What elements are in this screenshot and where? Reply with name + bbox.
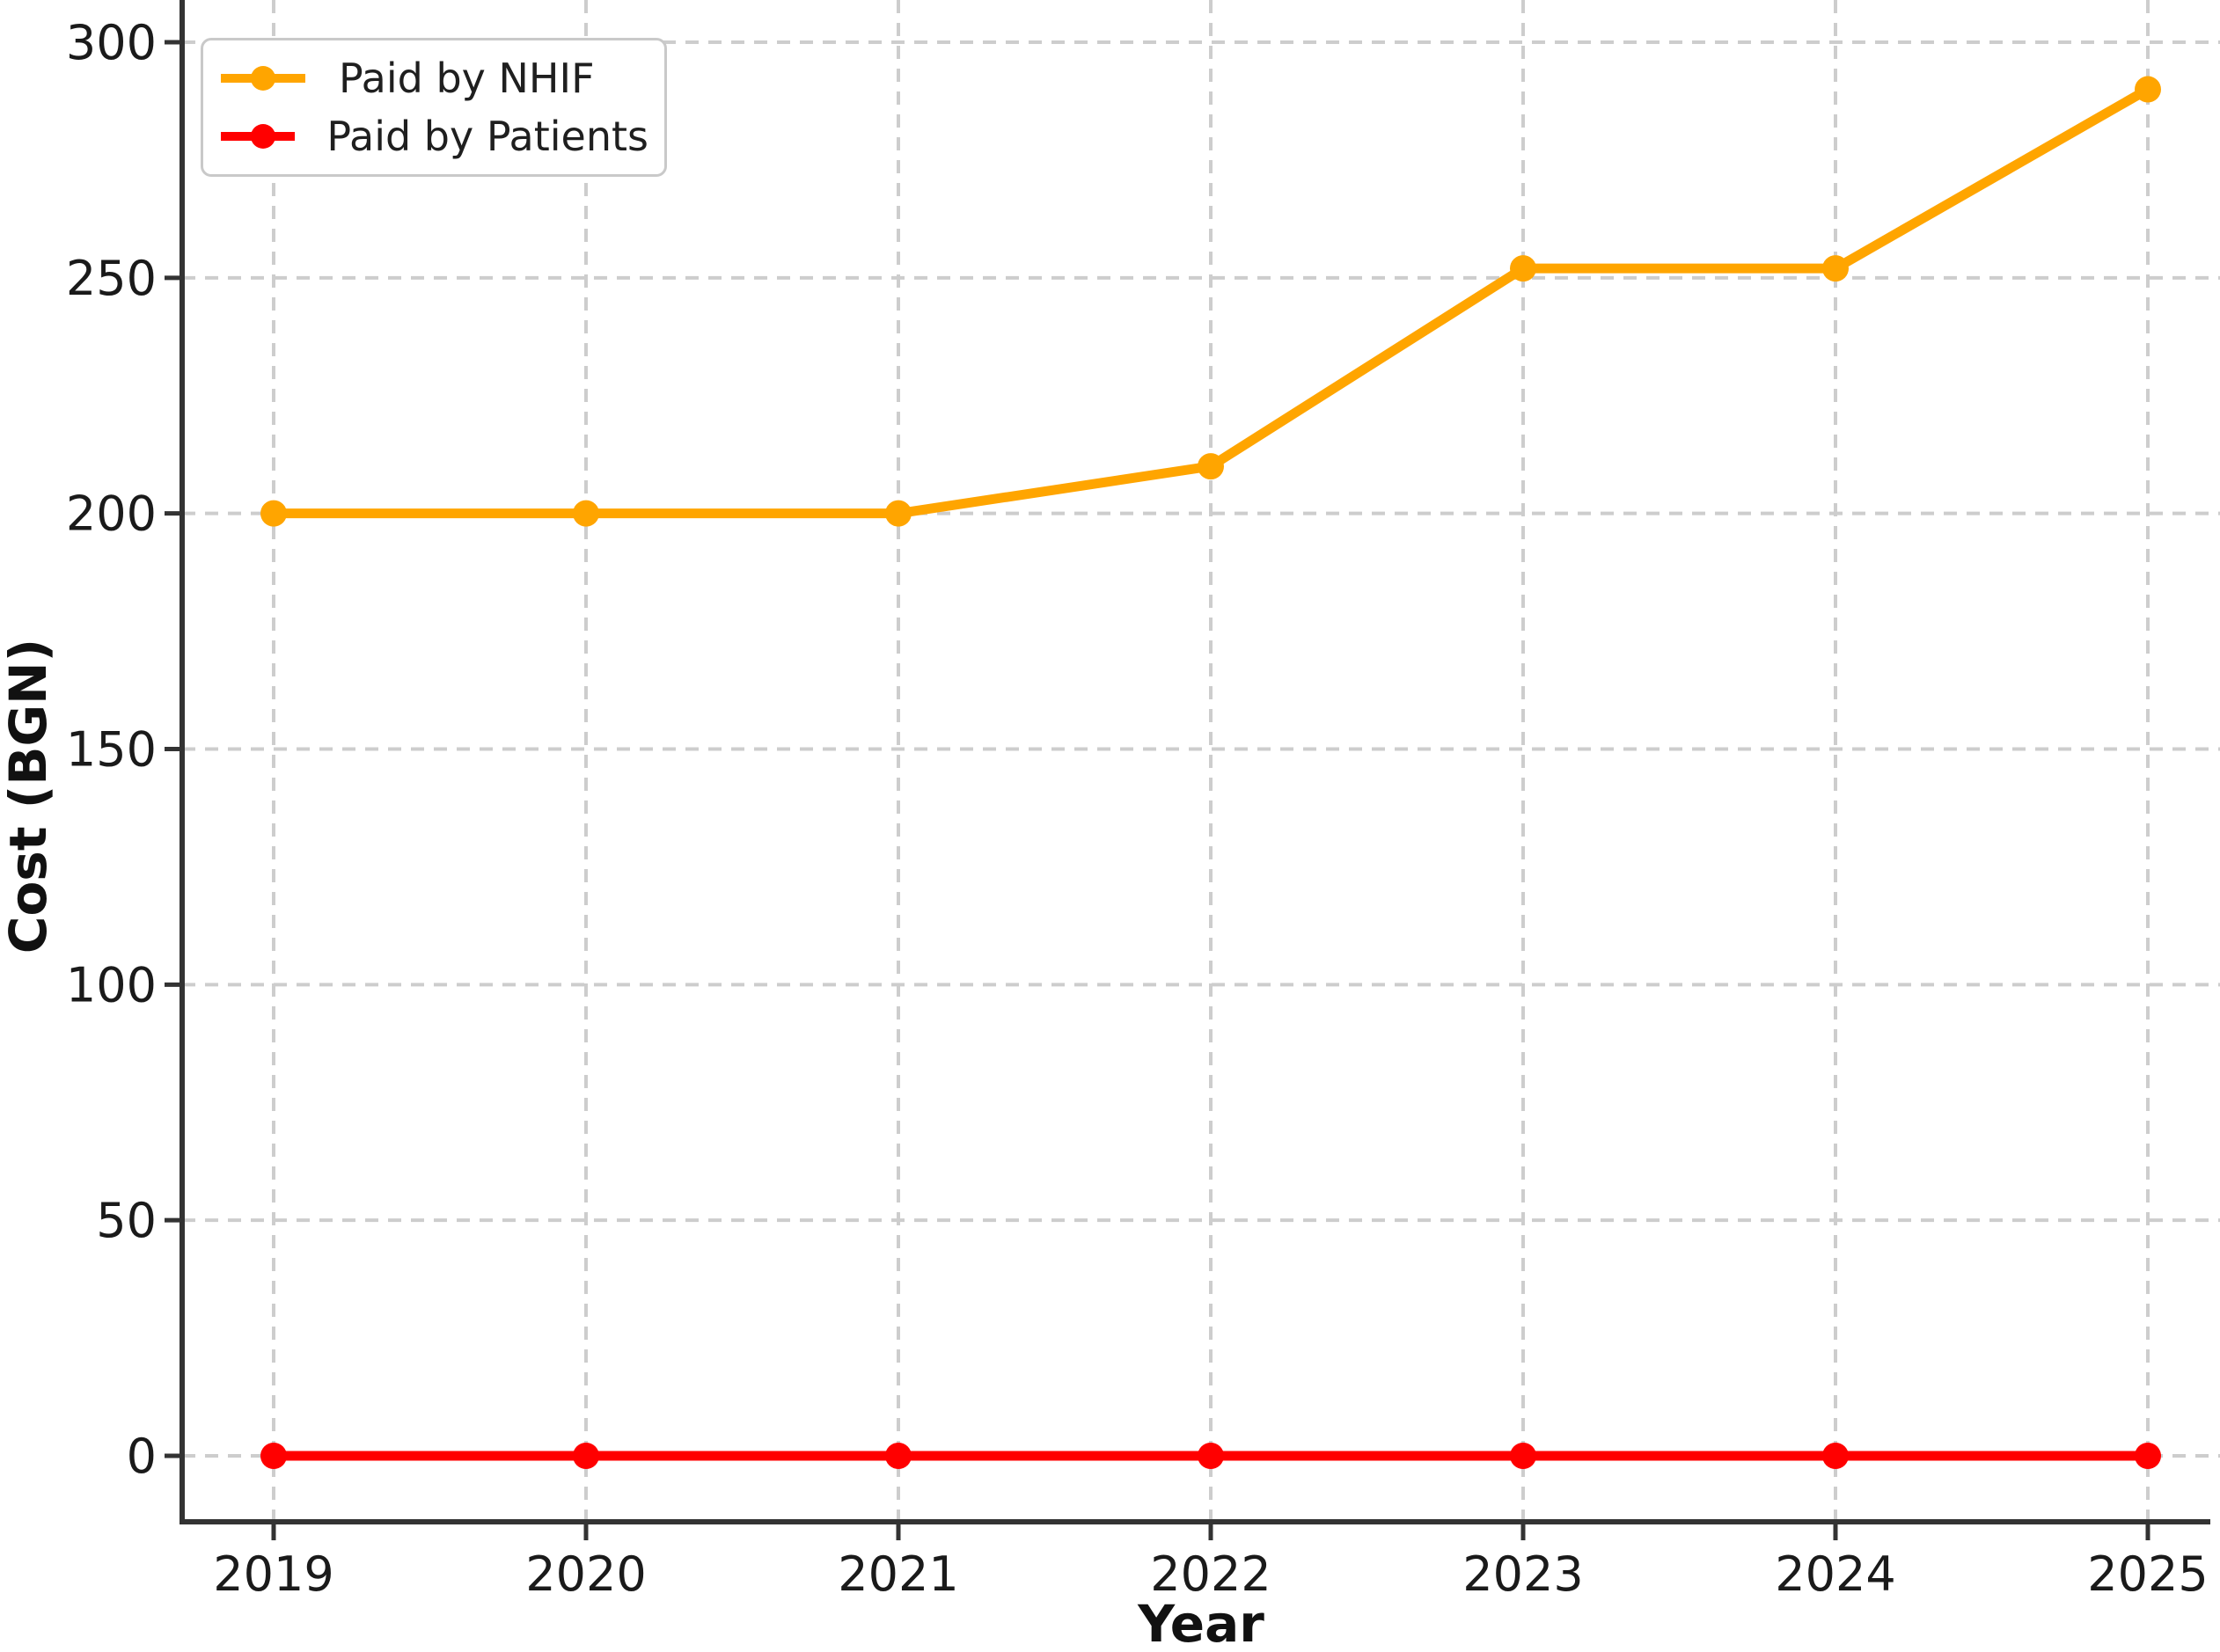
legend-line-sample-nhif bbox=[221, 66, 305, 91]
series-1-marker-2019 bbox=[260, 1443, 287, 1469]
legend-label-patients: Paid by Patients bbox=[326, 113, 648, 160]
y-axis-label: Cost (BGN) bbox=[0, 638, 58, 954]
y-tick-label-250: 250 bbox=[66, 251, 157, 306]
x-tick-label-2024: 2024 bbox=[1775, 1546, 1895, 1602]
series-0-marker-2022 bbox=[1198, 453, 1224, 480]
series-1-marker-2021 bbox=[885, 1443, 912, 1469]
legend: Paid by NHIF Paid by Patients bbox=[201, 38, 667, 177]
legend-item-nhif: Paid by NHIF bbox=[219, 55, 648, 102]
series-0-marker-2019 bbox=[260, 500, 287, 527]
legend-line-sample-patients bbox=[221, 124, 296, 149]
legend-marker-patients bbox=[251, 124, 275, 149]
x-axis-label: Year bbox=[1138, 1594, 1264, 1652]
series-1-marker-2024 bbox=[1822, 1443, 1849, 1469]
x-tick-label-2019: 2019 bbox=[213, 1546, 333, 1602]
series-0-marker-2021 bbox=[885, 500, 912, 527]
x-tick-label-2023: 2023 bbox=[1462, 1546, 1583, 1602]
y-tick-label-200: 200 bbox=[66, 486, 157, 542]
legend-marker-nhif bbox=[251, 66, 275, 91]
y-tick-label-0: 0 bbox=[127, 1429, 157, 1484]
series-1-marker-2020 bbox=[573, 1443, 599, 1469]
x-tick-label-2025: 2025 bbox=[2087, 1546, 2208, 1602]
legend-item-patients: Paid by Patients bbox=[219, 113, 648, 160]
series-1-marker-2022 bbox=[1198, 1443, 1224, 1469]
series-1-marker-2025 bbox=[2135, 1443, 2161, 1469]
y-tick-label-50: 50 bbox=[96, 1193, 157, 1248]
series-0-marker-2020 bbox=[573, 500, 599, 527]
x-tick-label-2022: 2022 bbox=[1150, 1546, 1271, 1602]
x-tick-label-2020: 2020 bbox=[525, 1546, 646, 1602]
y-tick-label-100: 100 bbox=[66, 957, 157, 1012]
y-tick-label-300: 300 bbox=[66, 15, 157, 70]
series-0-marker-2023 bbox=[1510, 255, 1536, 282]
series-0-marker-2024 bbox=[1822, 255, 1849, 282]
series-0-marker-2025 bbox=[2135, 76, 2161, 103]
x-tick-label-2021: 2021 bbox=[838, 1546, 958, 1602]
series-1-marker-2023 bbox=[1510, 1443, 1536, 1469]
legend-label-nhif: Paid by NHIF bbox=[339, 55, 595, 102]
y-tick-label-150: 150 bbox=[66, 721, 157, 777]
